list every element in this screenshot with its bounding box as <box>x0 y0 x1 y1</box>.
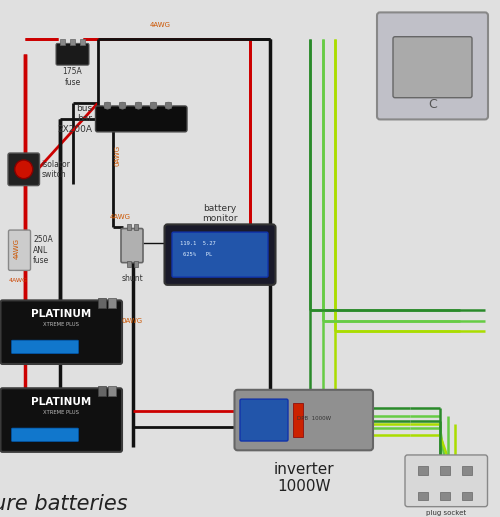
FancyBboxPatch shape <box>393 37 472 98</box>
Bar <box>462 466 472 475</box>
Text: 175A
fuse: 175A fuse <box>62 67 82 87</box>
Text: 4AWG: 4AWG <box>8 278 28 283</box>
Text: inverter
1000W: inverter 1000W <box>274 462 334 494</box>
FancyBboxPatch shape <box>240 399 288 441</box>
FancyBboxPatch shape <box>0 388 122 452</box>
Text: 119.1  5.27: 119.1 5.27 <box>180 241 216 246</box>
Text: PLATINUM: PLATINUM <box>31 309 92 319</box>
FancyBboxPatch shape <box>8 153 40 186</box>
Bar <box>134 261 138 267</box>
FancyBboxPatch shape <box>0 300 122 364</box>
Text: PLATINUM: PLATINUM <box>31 397 92 407</box>
Text: 250A
ANL
fuse: 250A ANL fuse <box>33 235 53 265</box>
Text: 4AWG: 4AWG <box>150 22 171 28</box>
FancyBboxPatch shape <box>12 428 78 442</box>
Text: ure batteries: ure batteries <box>0 494 128 514</box>
FancyBboxPatch shape <box>56 43 89 65</box>
Bar <box>108 386 116 396</box>
Bar <box>126 261 130 267</box>
Bar <box>418 492 428 500</box>
Text: 4AWG: 4AWG <box>110 214 131 220</box>
FancyBboxPatch shape <box>377 12 488 119</box>
Text: XTREME PLUS: XTREME PLUS <box>44 409 79 415</box>
Bar <box>440 466 450 475</box>
FancyBboxPatch shape <box>164 224 276 285</box>
Bar <box>134 224 138 230</box>
Bar <box>98 298 106 308</box>
Bar <box>108 298 116 308</box>
Text: C: C <box>428 98 437 111</box>
Bar <box>70 39 75 45</box>
Text: 625%   PL: 625% PL <box>183 252 212 257</box>
Bar <box>134 102 140 108</box>
FancyBboxPatch shape <box>121 229 143 263</box>
Text: battery
monitor: battery monitor <box>202 204 238 223</box>
Text: XTREME PLUS: XTREME PLUS <box>44 322 79 327</box>
Bar <box>80 39 85 45</box>
Bar <box>166 102 172 108</box>
FancyBboxPatch shape <box>96 106 187 132</box>
Text: plug socket: plug socket <box>426 510 467 516</box>
Bar <box>98 386 106 396</box>
Text: 0AWG: 0AWG <box>122 318 143 324</box>
Text: 4AWG: 4AWG <box>14 238 20 258</box>
Bar <box>119 102 125 108</box>
FancyBboxPatch shape <box>8 230 30 270</box>
Text: 0AWG: 0AWG <box>115 145 121 165</box>
Circle shape <box>15 160 33 178</box>
Text: bus
bar
2X200A: bus bar 2X200A <box>58 104 92 134</box>
Bar <box>150 102 156 108</box>
Bar <box>418 466 428 475</box>
Bar <box>60 39 65 45</box>
Text: isolator
switch: isolator switch <box>42 160 70 179</box>
FancyBboxPatch shape <box>12 340 78 354</box>
Bar <box>440 492 450 500</box>
Bar <box>104 102 110 108</box>
FancyBboxPatch shape <box>234 390 373 450</box>
FancyBboxPatch shape <box>405 455 487 507</box>
FancyBboxPatch shape <box>172 232 268 277</box>
Bar <box>126 224 130 230</box>
Text: DPB  1000W: DPB 1000W <box>296 416 331 421</box>
Text: shunt: shunt <box>121 274 143 283</box>
Bar <box>292 403 302 437</box>
Bar <box>462 492 472 500</box>
